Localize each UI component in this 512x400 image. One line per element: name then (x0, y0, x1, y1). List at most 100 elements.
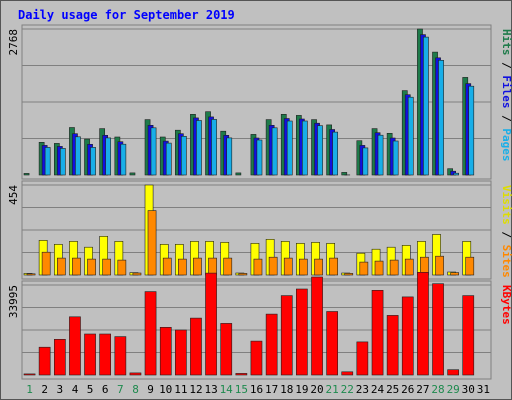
visits-bar-sites-day-11 (178, 258, 187, 276)
day-label: 15 (235, 383, 248, 396)
hits-bar-pages-day-10 (165, 142, 172, 176)
kbytes-bar-kbytes-day-29 (447, 369, 460, 376)
hits-ymax-label: 2768 (7, 29, 20, 56)
visits-bar-sites-day-22 (344, 273, 354, 276)
hits-bar-pages-day-6 (105, 137, 111, 176)
hits-bar-pages-day-23 (362, 147, 369, 176)
day-label: 9 (147, 383, 154, 396)
visits-bar-sites-day-17 (268, 256, 278, 276)
kbytes-bar-kbytes-day-11 (175, 329, 187, 376)
visits-ymax-label: 454 (7, 185, 20, 205)
visits-bar-sites-day-20 (314, 258, 323, 276)
hits-panel: 2768 Hits / Files / Pages (7, 24, 512, 180)
kbytes-bar-kbytes-day-18 (280, 295, 293, 376)
hits-bar-pages-day-21 (332, 131, 339, 176)
visits-bar-sites-day-26 (404, 258, 414, 276)
visits-bar-sites-day-19 (298, 258, 308, 276)
visits-bar-sites-day-10 (162, 257, 172, 276)
kbytes-bar-kbytes-day-1 (23, 373, 36, 376)
day-label: 7 (117, 383, 124, 396)
visits-panel: 454 Visits / Sites (7, 180, 512, 280)
hits-bar-pages-day-4 (75, 136, 81, 176)
hits-bar-pages-day-26 (407, 96, 414, 176)
day-label: 25 (386, 383, 399, 396)
visits-bar-sites-day-1 (26, 273, 36, 276)
legend-separator: / (500, 109, 512, 129)
kbytes-bar-kbytes-day-12 (190, 317, 202, 376)
day-label: 12 (189, 383, 202, 396)
day-label: 1 (26, 383, 33, 396)
day-label: 11 (174, 383, 187, 396)
visits-bar-sites-day-7 (117, 259, 127, 276)
day-label: 31 (477, 383, 490, 396)
hits-bar-pages-day-16 (256, 139, 263, 176)
hits-bar-pages-day-25 (392, 140, 399, 176)
kbytes-bar-kbytes-day-25 (386, 315, 399, 376)
visits-bar-sites-day-29 (450, 272, 460, 276)
hits-bar-pages-day-27 (423, 36, 429, 176)
legend-separator: / (500, 56, 512, 76)
kbytes-bar-kbytes-day-13 (205, 272, 217, 376)
visits-bar-sites-day-21 (329, 257, 339, 276)
visits-bar-sites-day-28 (435, 255, 444, 276)
kbytes-bar-kbytes-day-16 (250, 340, 263, 376)
visits-bar-sites-day-14 (223, 257, 233, 276)
visits-bar-sites-day-5 (87, 258, 96, 276)
visits-bar-sites-day-4 (72, 257, 81, 276)
x-axis-day-labels: 1 2 3 4 5 6 7 8 9 10 11 12 13 14 15 16 17 18 19 20 21 22 23 24 2… (26, 383, 490, 396)
visits-bar-sites-day-15 (238, 273, 248, 276)
hits-bar-pages-day-12 (196, 120, 202, 176)
kbytes-bar-kbytes-day-7 (114, 336, 127, 376)
day-label: 28 (431, 383, 444, 396)
day-label: 13 (204, 383, 217, 396)
hits-bar-pages-day-9 (150, 127, 157, 176)
visits-bar-sites-day-3 (56, 257, 66, 276)
legend-pages: Pages (500, 128, 512, 161)
kbytes-bar-kbytes-day-24 (371, 289, 384, 376)
visits-bar-sites-day-24 (374, 260, 384, 276)
chart-title: Daily usage for September 2019 (18, 8, 235, 22)
kbytes-bar-kbytes-day-26 (401, 296, 414, 376)
hits-bar-pages-day-20 (317, 125, 323, 176)
visits-bar-sites-day-18 (283, 257, 293, 276)
hits-bar-pages-day-24 (377, 134, 384, 176)
legend-separator: / (500, 225, 512, 245)
chart-panels: 2768 Hits / Files / Pages 454 Visits / Site… (7, 24, 512, 380)
legend-hits: Hits (500, 29, 512, 56)
visits-bar-sites-day-23 (359, 261, 369, 276)
hits-bar-pages-day-13 (211, 119, 217, 176)
day-label: 17 (265, 383, 278, 396)
day-label: 29 (447, 383, 460, 396)
kbytes-bar-kbytes-day-30 (462, 295, 475, 376)
day-label: 5 (87, 383, 94, 396)
legend-visits: Visits (500, 185, 512, 225)
kbytes-side-legend: KBytes (500, 285, 512, 325)
visits-bar-sites-day-8 (132, 272, 142, 276)
kbytes-bar-kbytes-day-6 (99, 333, 111, 376)
legend-sites: Sites (500, 245, 512, 278)
day-label: 27 (416, 383, 429, 396)
day-label: 3 (56, 383, 63, 396)
day-label: 10 (159, 383, 172, 396)
kbytes-bar-kbytes-day-3 (53, 338, 66, 376)
kbytes-bar-kbytes-day-5 (84, 333, 96, 376)
visits-side-legend: Visits / Sites (500, 185, 512, 278)
hits-bar-pages-day-5 (90, 147, 96, 176)
day-label: 26 (401, 383, 414, 396)
visits-bar-sites-day-9 (147, 210, 157, 276)
day-label: 4 (72, 383, 79, 396)
hits-bar-pages-day-28 (438, 59, 444, 176)
hits-bar-pages-day-30 (468, 85, 475, 176)
day-label: 14 (220, 383, 234, 396)
day-label: 16 (250, 383, 263, 396)
day-label: 21 (325, 383, 338, 396)
hits-bar-pages-day-17 (271, 127, 278, 176)
hits-bar-pages-day-3 (59, 148, 66, 176)
legend-kbytes: KBytes (500, 285, 512, 325)
day-label: 24 (371, 383, 385, 396)
day-label: 8 (132, 383, 139, 396)
kbytes-panel: 33995 KBytes (7, 271, 512, 380)
kbytes-bar-kbytes-day-2 (38, 346, 51, 376)
day-label: 18 (280, 383, 293, 396)
